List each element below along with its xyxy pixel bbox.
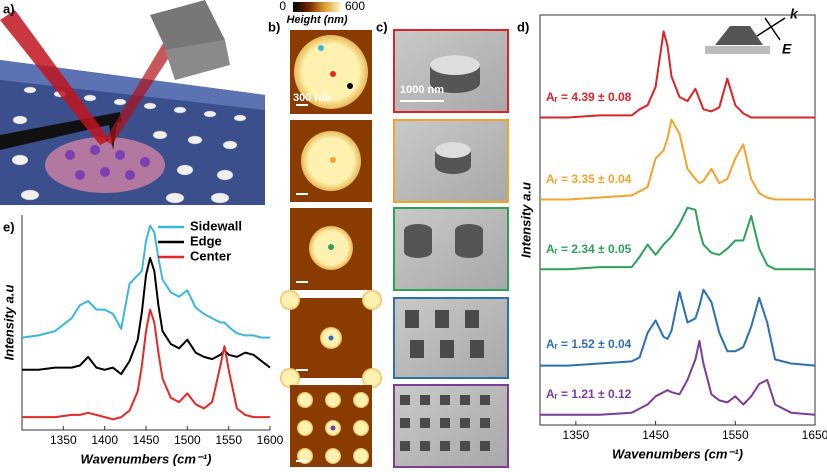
x-tick-label: 1350	[50, 433, 77, 447]
sem-scale-label: 1000 nm	[400, 84, 444, 96]
afm-scale-label: 300 nm	[293, 92, 331, 104]
series-label: Aᵣ = 2.34 ± 0.05	[546, 242, 632, 256]
panel-label: c)	[376, 19, 388, 34]
panel-label: d)	[517, 19, 529, 34]
plot-frame	[539, 14, 816, 426]
inset-e: E	[782, 41, 792, 57]
series-label: Aᵣ = 1.21 ± 0.12	[546, 387, 632, 401]
x-tick-label: 1550	[722, 428, 749, 442]
spectrum-line	[540, 118, 815, 201]
spectrum-line	[540, 30, 815, 119]
spectrum-line	[22, 257, 271, 376]
spectrum-line	[21, 224, 270, 339]
colorbar-max: 600	[345, 0, 365, 13]
x-axis-label: Wavenumbers (cm⁻¹)	[81, 451, 212, 466]
panel-label: a)	[3, 1, 15, 16]
inset-diagram	[705, 17, 786, 54]
colorbar-min: 0	[279, 0, 286, 13]
panel-label: e)	[3, 219, 15, 234]
spectrum-line	[22, 308, 270, 421]
x-tick-label: 1350	[563, 428, 590, 442]
x-tick-label: 1650	[802, 428, 827, 442]
y-axis-label: Intensity a.u	[518, 182, 533, 258]
illustration	[0, 0, 265, 205]
sem-images	[393, 29, 509, 468]
series-label: Aᵣ = 3.35 ± 0.04	[546, 172, 632, 186]
series-label: Aᵣ = 1.52 ± 0.04	[546, 337, 632, 351]
spectrum-line	[540, 339, 816, 416]
colorbar	[293, 2, 341, 12]
legend-label: Edge	[190, 233, 222, 248]
spectrum-line	[540, 206, 815, 271]
x-tick-label: 1550	[215, 433, 242, 447]
x-tick-label: 1600	[257, 433, 284, 447]
colorbar-label: Height (nm)	[286, 14, 347, 26]
x-tick-label: 1400	[91, 433, 118, 447]
x-tick-label: 1450	[133, 433, 160, 447]
x-tick-label: 1500	[174, 433, 201, 447]
series-label: Aᵣ = 4.39 ± 0.08	[546, 90, 632, 104]
y-axis-label: Intensity a.u	[1, 285, 16, 361]
legend-label: Sidewall	[190, 218, 242, 233]
panel-label: b)	[268, 19, 280, 34]
afm-images	[280, 30, 382, 467]
inset-k: k	[790, 6, 799, 22]
x-axis-label: Wavenumbers (cm⁻¹)	[612, 446, 743, 461]
x-tick-label: 1450	[642, 428, 669, 442]
legend-label: Center	[190, 248, 231, 263]
spectrum-line	[540, 288, 816, 367]
